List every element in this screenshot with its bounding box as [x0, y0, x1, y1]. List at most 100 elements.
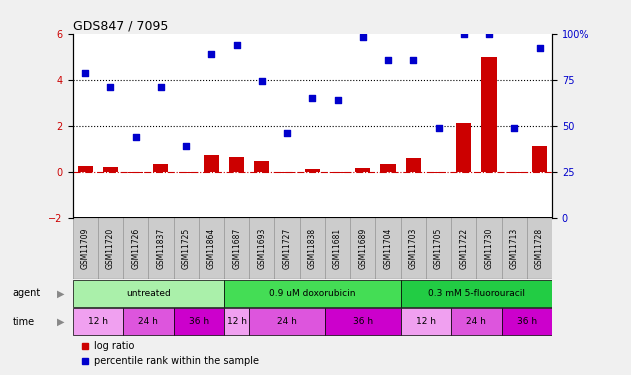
Bar [73, 308, 123, 335]
Bar [502, 308, 552, 335]
Bar [174, 217, 199, 279]
Bar [73, 280, 224, 307]
Text: GSM11689: GSM11689 [358, 228, 367, 269]
Point [80, 70, 90, 76]
Bar [507, 172, 522, 173]
Text: untreated: untreated [126, 289, 170, 298]
Bar [431, 172, 446, 173]
Text: GSM11705: GSM11705 [434, 228, 443, 269]
Point [358, 34, 368, 40]
Text: GSM11864: GSM11864 [207, 228, 216, 269]
Bar [128, 172, 143, 173]
Text: GSM11709: GSM11709 [81, 228, 90, 269]
Bar [98, 217, 123, 279]
Point [282, 129, 292, 135]
Bar [249, 308, 325, 335]
Point [156, 84, 166, 90]
Text: GSM11704: GSM11704 [384, 228, 392, 269]
Bar [406, 158, 421, 172]
Bar [305, 169, 320, 172]
Bar [375, 217, 401, 279]
Text: GSM11703: GSM11703 [409, 228, 418, 269]
Bar [380, 164, 396, 172]
Bar [280, 172, 295, 173]
Text: GSM11837: GSM11837 [156, 228, 165, 269]
Bar [103, 167, 118, 172]
Text: agent: agent [13, 288, 41, 298]
Bar [199, 217, 224, 279]
Text: 36 h: 36 h [189, 317, 209, 326]
Point [509, 125, 519, 131]
Text: 24 h: 24 h [277, 317, 297, 326]
Bar [123, 217, 148, 279]
Bar [527, 217, 552, 279]
Text: GDS847 / 7095: GDS847 / 7095 [73, 20, 168, 33]
Bar [355, 168, 370, 172]
Text: GSM11687: GSM11687 [232, 228, 241, 269]
Bar [456, 123, 471, 172]
Bar [481, 57, 497, 172]
Text: GSM11681: GSM11681 [333, 228, 342, 269]
Bar [401, 217, 426, 279]
Bar [350, 217, 375, 279]
Point [333, 98, 343, 104]
Text: 12 h: 12 h [88, 317, 108, 326]
Text: GSM11730: GSM11730 [485, 228, 493, 269]
Bar [179, 172, 194, 173]
Bar [249, 217, 274, 279]
Bar [330, 172, 345, 173]
Point [408, 57, 418, 63]
Legend: log ratio, percentile rank within the sample: log ratio, percentile rank within the sa… [78, 338, 263, 370]
Text: ▶: ▶ [57, 288, 64, 298]
Point [484, 31, 494, 37]
Text: 36 h: 36 h [517, 317, 537, 326]
Text: 24 h: 24 h [466, 317, 487, 326]
Text: 12 h: 12 h [416, 317, 436, 326]
Bar [224, 217, 249, 279]
Text: 12 h: 12 h [227, 317, 247, 326]
Point [131, 134, 141, 140]
Point [383, 57, 393, 63]
Text: 0.3 mM 5-fluorouracil: 0.3 mM 5-fluorouracil [428, 289, 525, 298]
Text: time: time [13, 316, 35, 327]
Text: GSM11693: GSM11693 [257, 228, 266, 269]
Bar [532, 146, 547, 172]
Bar [224, 280, 401, 307]
Text: GSM11725: GSM11725 [182, 228, 191, 269]
Text: 24 h: 24 h [138, 317, 158, 326]
Bar [451, 308, 502, 335]
Point [534, 45, 545, 51]
Point [181, 143, 191, 149]
Text: GSM11726: GSM11726 [131, 228, 140, 269]
Point [206, 51, 216, 57]
Text: 0.9 uM doxorubicin: 0.9 uM doxorubicin [269, 289, 356, 298]
Bar [451, 217, 476, 279]
Bar [229, 157, 244, 172]
Bar [325, 308, 401, 335]
Bar [73, 217, 98, 279]
Bar [224, 308, 249, 335]
Point [232, 42, 242, 48]
Bar [123, 308, 174, 335]
Bar [426, 217, 451, 279]
Bar [174, 308, 224, 335]
Point [105, 84, 115, 90]
Text: ▶: ▶ [57, 316, 64, 327]
Point [459, 31, 469, 37]
Text: GSM11727: GSM11727 [283, 228, 292, 269]
Bar [274, 217, 300, 279]
Bar [476, 217, 502, 279]
Bar [204, 156, 219, 172]
Point [307, 95, 317, 101]
Bar [502, 217, 527, 279]
Bar [148, 217, 174, 279]
Point [257, 78, 267, 84]
Bar [325, 217, 350, 279]
Bar [254, 161, 269, 172]
Bar [78, 166, 93, 172]
Bar [153, 164, 168, 172]
Text: GSM11720: GSM11720 [106, 228, 115, 269]
Text: GSM11713: GSM11713 [510, 228, 519, 269]
Text: GSM11838: GSM11838 [308, 228, 317, 269]
Bar [401, 308, 451, 335]
